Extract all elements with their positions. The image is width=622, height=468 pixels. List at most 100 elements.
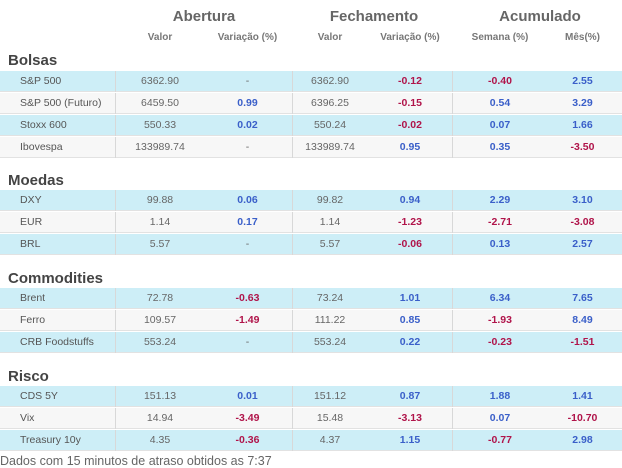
cell-open-var: 0.02 [237, 119, 258, 131]
cell-close: 1.14 [319, 216, 341, 228]
cell-divider [115, 408, 116, 429]
table-row: CDS 5Y 151.13 0.01 151.12 0.87 1.88 1.41 [0, 386, 622, 407]
section-title-moedas: Moedas [8, 172, 64, 189]
cell-open: 4.35 [149, 434, 171, 446]
group-header-fechamento: Fechamento [329, 8, 419, 25]
section-title-risco: Risco [8, 368, 49, 385]
cell-close: 133989.74 [305, 141, 355, 153]
group-header-abertura: Abertura [172, 8, 236, 25]
cell-divider [452, 288, 453, 309]
cell-month: -3.50 [570, 141, 595, 153]
cell-week: 0.07 [489, 119, 511, 131]
cell-divider [452, 310, 453, 331]
cell-open-var: 0.99 [237, 97, 258, 109]
cell-divider [292, 234, 293, 255]
cell-week: 6.34 [489, 292, 511, 304]
table-row: CRB Foodstuffs 553.24 - 553.24 0.22 -0.23 -1.5… [0, 332, 622, 353]
cell-close-var: 0.87 [399, 390, 421, 402]
cell-week: 0.13 [489, 238, 511, 250]
cell-divider [452, 234, 453, 255]
cell-divider [452, 71, 453, 92]
cell-divider [452, 190, 453, 211]
section-title-commodities: Commodities [8, 270, 104, 287]
group-headers: Abertura Fechamento Acumulado [0, 8, 622, 30]
cell-open-var: -1.49 [235, 314, 260, 326]
cell-divider [115, 430, 116, 451]
cell-week: -2.71 [488, 216, 512, 228]
cell-open-var: -0.63 [235, 292, 260, 304]
col-header-close-value: Valor [317, 32, 343, 43]
cell-week: 0.35 [489, 141, 511, 153]
cell-week: 1.88 [489, 390, 511, 402]
cell-close: 151.12 [313, 390, 347, 402]
cell-open: 72.78 [146, 292, 174, 304]
cell-close-var: 0.94 [399, 194, 421, 206]
cell-divider [115, 190, 116, 211]
cell-close: 6396.25 [311, 97, 349, 109]
cell-close-var: 1.15 [399, 434, 421, 446]
cell-divider [292, 190, 293, 211]
cell-close-var: -0.02 [398, 119, 422, 131]
cell-divider [292, 408, 293, 429]
cell-divider [115, 93, 116, 114]
cell-open: 99.88 [146, 194, 174, 206]
cell-week: -0.40 [488, 75, 512, 87]
section-title-bolsas: Bolsas [8, 52, 58, 69]
cell-close: 550.24 [313, 119, 347, 131]
cell-week: -0.23 [488, 336, 512, 348]
col-header-close-var: Variação (%) [380, 32, 440, 43]
cell-divider [292, 71, 293, 92]
cell-close-var: -0.12 [398, 75, 422, 87]
cell-week: -0.77 [488, 434, 512, 446]
cell-divider [292, 93, 293, 114]
cell-divider [292, 137, 293, 158]
cell-month: -10.70 [567, 412, 598, 424]
cell-close: 15.48 [316, 412, 344, 424]
cell-divider [452, 212, 453, 233]
col-header-week: Semana (%) [471, 32, 529, 43]
cell-month: 3.29 [572, 97, 593, 109]
cell-divider [292, 332, 293, 353]
cell-open-var: - [245, 336, 250, 348]
table-row: BRL 5.57 - 5.57 -0.06 0.13 2.57 [0, 234, 622, 255]
cell-open: 6459.50 [141, 97, 179, 109]
cell-open-var: - [245, 75, 250, 87]
col-header-open-value: Valor [147, 32, 173, 43]
cell-month: 7.65 [572, 292, 593, 304]
cell-open-var: - [245, 238, 250, 250]
asset-name: DXY [20, 194, 42, 206]
cell-divider [115, 310, 116, 331]
cell-open: 151.13 [143, 390, 177, 402]
cell-close: 4.37 [319, 434, 341, 446]
cell-divider [452, 430, 453, 451]
cell-close-var: 0.85 [399, 314, 421, 326]
group-header-acumulado: Acumulado [499, 8, 581, 25]
asset-name: Vix [20, 412, 35, 424]
cell-divider [115, 71, 116, 92]
cell-divider [452, 115, 453, 136]
cell-week: 0.07 [489, 412, 511, 424]
cell-close: 6362.90 [311, 75, 349, 87]
cell-divider [292, 212, 293, 233]
cell-open: 109.57 [143, 314, 177, 326]
asset-name: S&P 500 [20, 75, 62, 87]
cell-close: 73.24 [316, 292, 344, 304]
table-row: Treasury 10y 4.35 -0.36 4.37 1.15 -0.77 2.98 [0, 430, 622, 451]
cell-month: 3.10 [572, 194, 593, 206]
asset-name: Stoxx 600 [20, 119, 67, 131]
cell-open: 553.24 [143, 336, 177, 348]
cell-divider [452, 332, 453, 353]
cell-close: 99.82 [316, 194, 344, 206]
cell-week: 0.54 [489, 97, 511, 109]
table-row: S&P 500 (Futuro) 6459.50 0.99 6396.25 -0.15 0… [0, 93, 622, 114]
asset-name: CDS 5Y [20, 390, 58, 402]
cell-divider [115, 137, 116, 158]
asset-name: Ibovespa [20, 141, 63, 153]
col-header-month: Mês(%) [564, 32, 600, 43]
cell-month: -3.08 [570, 216, 595, 228]
cell-month: 8.49 [572, 314, 593, 326]
cell-open: 6362.90 [141, 75, 179, 87]
cell-open: 14.94 [146, 412, 174, 424]
cell-close-var: 1.01 [399, 292, 421, 304]
cell-month: -1.51 [570, 336, 595, 348]
